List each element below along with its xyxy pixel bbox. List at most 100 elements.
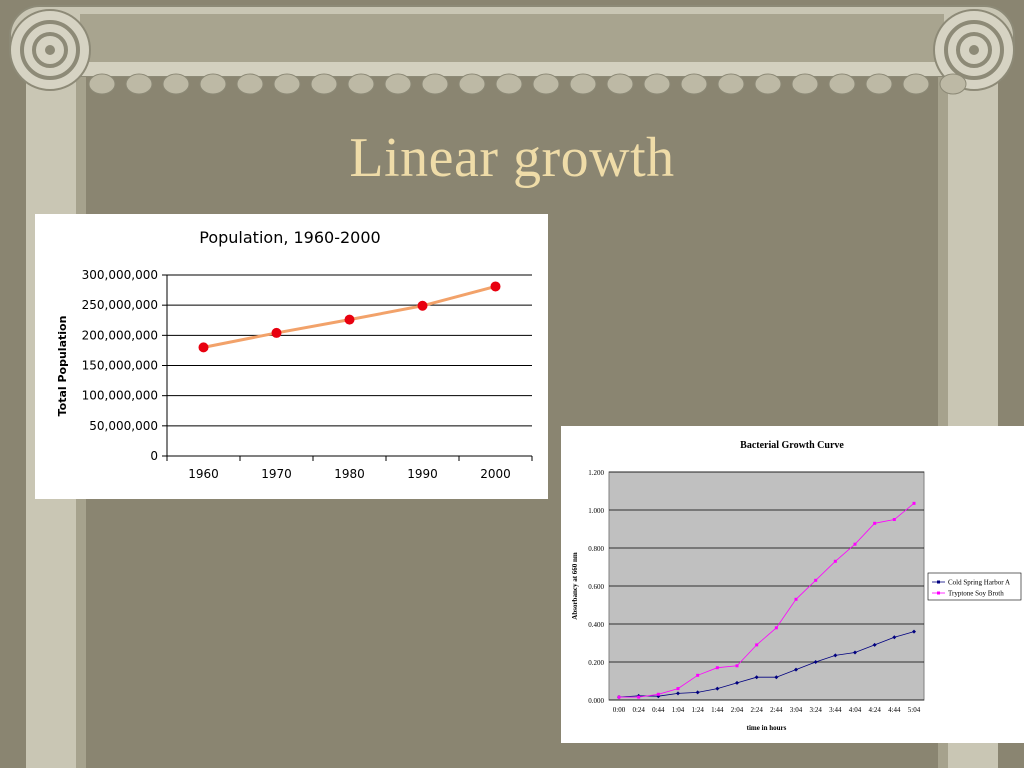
bacterial-data-point — [833, 653, 838, 658]
population-chart: Population, 1960-2000 Total Population 300… — [56, 228, 533, 481]
population-x-tick-label: 1980 — [334, 467, 365, 481]
bacterial-x-tick-label: 4:44 — [888, 706, 901, 714]
bacterial-y-tick-label: 1.200 — [588, 469, 604, 477]
population-y-tick-label: 0 — [150, 449, 158, 463]
bacterial-data-point — [872, 642, 877, 647]
bacterial-x-tick-label: 0:44 — [652, 706, 665, 714]
bacterial-data-point — [912, 501, 916, 505]
population-y-axis-label: Total Population — [56, 316, 69, 417]
bacterial-x-tick-label: 0:24 — [632, 706, 645, 714]
bacterial-data-point — [695, 690, 700, 695]
bacterial-data-point — [735, 680, 739, 685]
egg-ornament — [902, 73, 930, 95]
population-x-tick-label: 1990 — [407, 467, 438, 481]
bacterial-data-point — [754, 675, 759, 680]
capital-band — [60, 62, 964, 76]
bacterial-x-tick-label: 1:04 — [672, 706, 685, 714]
population-x-tick-label: 2000 — [480, 467, 511, 481]
egg-ornament — [88, 73, 116, 95]
bacterial-legend-marker — [937, 580, 940, 584]
bacterial-x-tick-label: 5:04 — [908, 706, 921, 714]
population-chart-panel: Population, 1960-2000 Total Population 300… — [35, 214, 548, 499]
egg-ornament — [162, 73, 190, 95]
bacterial-y-tick-label: 0.000 — [588, 697, 604, 705]
egg-ornament — [828, 73, 856, 95]
slide-title: Linear growth — [349, 127, 675, 189]
population-x-tick-label: 1960 — [188, 467, 219, 481]
bacterial-data-point — [853, 650, 857, 655]
right-volute — [933, 9, 1015, 91]
egg-ornament — [347, 73, 375, 95]
bacterial-y-tick-label: 0.400 — [588, 621, 604, 629]
egg-ornament — [791, 73, 819, 95]
egg-ornament — [199, 73, 227, 95]
egg-ornament — [717, 73, 745, 95]
population-y-tick-label: 300,000,000 — [82, 268, 158, 282]
left-volute — [9, 9, 91, 91]
population-y-tick-label: 150,000,000 — [82, 359, 158, 373]
bacterial-data-point — [794, 597, 798, 601]
population-data-point — [198, 342, 209, 353]
bacterial-data-point — [617, 695, 621, 699]
egg-ornament — [865, 73, 893, 95]
population-y-tick-label: 50,000,000 — [89, 419, 158, 433]
bacterial-data-point — [637, 695, 641, 699]
bacterial-x-tick-label: 4:24 — [868, 706, 881, 714]
egg-ornament — [532, 73, 560, 95]
bacterial-data-point — [833, 559, 837, 563]
egg-ornament — [421, 73, 449, 95]
egg-ornament — [384, 73, 412, 95]
bacterial-data-point — [774, 675, 779, 680]
bacterial-x-tick-label: 2:44 — [770, 706, 783, 714]
egg-ornament — [606, 73, 634, 95]
bacterial-y-tick-label: 0.200 — [588, 659, 604, 667]
population-y-tick-label: 100,000,000 — [82, 389, 158, 403]
bacterial-data-point — [814, 578, 818, 582]
bacterial-data-point — [735, 664, 739, 668]
bacterial-y-axis-label: Absorbancy at 660 nm — [571, 552, 579, 620]
bacterial-data-point — [774, 626, 778, 630]
bacterial-y-tick-label: 0.800 — [588, 545, 604, 553]
egg-ornament — [273, 73, 301, 95]
bacterial-y-tick-label: 1.000 — [588, 507, 604, 515]
egg-ornament — [643, 73, 671, 95]
capital-beam-inner — [80, 14, 944, 62]
egg-ornament — [125, 73, 153, 95]
population-y-tick-label: 200,000,000 — [82, 328, 158, 342]
bacterial-data-point — [715, 686, 720, 691]
egg-ornament — [495, 73, 523, 95]
bacterial-legend-label: Cold Spring Harbor A — [948, 579, 1010, 587]
bacterial-x-tick-label: 2:24 — [750, 706, 763, 714]
bacterial-data-point — [794, 667, 798, 672]
bacterial-series-line-2 — [619, 503, 915, 698]
population-data-point — [417, 300, 428, 311]
bacterial-data-point — [715, 666, 719, 670]
bacterial-x-tick-label: 3:44 — [829, 706, 842, 714]
population-data-point — [490, 281, 501, 292]
bacterial-data-point — [676, 687, 680, 691]
bacterial-legend-label: Tryptone Soy Broth — [948, 590, 1004, 598]
bacterial-data-point — [656, 692, 660, 696]
bacterial-x-tick-label: 1:24 — [691, 706, 704, 714]
bacterial-data-point — [873, 521, 877, 525]
bacterial-series-line-1 — [618, 631, 915, 698]
population-x-tick-label: 1970 — [261, 467, 292, 481]
population-chart-title: Population, 1960-2000 — [199, 228, 380, 247]
population-y-tick-label: 250,000,000 — [82, 298, 158, 312]
bacterial-data-point — [696, 673, 700, 677]
bacterial-x-tick-label: 0:00 — [613, 706, 626, 714]
bacterial-data-point — [755, 643, 759, 647]
bacterial-data-point — [676, 691, 680, 696]
bacterial-x-tick-label: 4:04 — [849, 706, 862, 714]
egg-ornament — [939, 73, 967, 95]
bacterial-x-tick-label: 3:24 — [809, 706, 822, 714]
bacterial-x-tick-label: 1:44 — [711, 706, 724, 714]
egg-ornament — [569, 73, 597, 95]
bacterial-x-tick-label: 2:04 — [731, 706, 744, 714]
bacterial-legend: Cold Spring Harbor A Tryptone Soy Broth — [927, 572, 1022, 601]
egg-and-dart-row — [88, 73, 967, 95]
bacterial-x-axis-label: time in hours — [747, 724, 787, 732]
egg-ornament — [310, 73, 338, 95]
bacterial-y-tick-label: 0.600 — [588, 583, 604, 591]
